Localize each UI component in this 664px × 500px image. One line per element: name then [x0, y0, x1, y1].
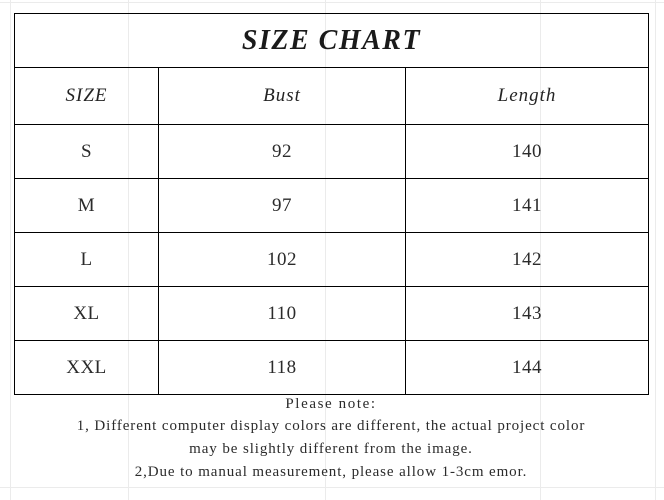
table-row: XL 110 143	[14, 286, 650, 341]
column-header-length: Length	[404, 67, 650, 125]
table-header-row: SIZE Bust Length	[14, 67, 650, 125]
cell-size: S	[14, 124, 159, 179]
cell-size: XXL	[14, 340, 159, 395]
cell-bust: 97	[158, 178, 406, 233]
size-chart-table: SIZE CHART SIZE Bust Length S 92 140 M 9…	[13, 13, 650, 395]
cell-length: 141	[404, 178, 650, 233]
cell-length: 144	[404, 340, 650, 395]
table-title-row: SIZE CHART	[13, 13, 650, 68]
cell-length: 140	[404, 124, 650, 179]
column-header-size: SIZE	[14, 67, 159, 125]
cell-bust: 92	[158, 124, 406, 179]
table-row: S 92 140	[14, 124, 650, 179]
note-line-1: 1, Different computer display colors are…	[76, 418, 586, 434]
cell-size: XL	[14, 286, 159, 341]
cell-length: 143	[404, 286, 650, 341]
page-title: SIZE CHART	[13, 13, 650, 68]
cell-size: L	[14, 232, 159, 287]
cell-length: 142	[404, 232, 650, 287]
cell-bust: 110	[158, 286, 406, 341]
column-header-bust: Bust	[158, 67, 406, 125]
cell-size: M	[14, 178, 159, 233]
table-row: M 97 141	[14, 178, 650, 233]
table-row: L 102 142	[14, 232, 650, 287]
note-line-2: may be slightly different from the image…	[189, 441, 473, 457]
table-row: XXL 118 144	[14, 340, 650, 395]
cell-bust: 102	[158, 232, 406, 287]
notes-section: Please note: 1, Different computer displ…	[14, 393, 648, 484]
notes-heading: Please note:	[285, 396, 377, 412]
cell-bust: 118	[158, 340, 406, 395]
note-line-3: 2,Due to manual measurement, please allo…	[134, 464, 528, 480]
